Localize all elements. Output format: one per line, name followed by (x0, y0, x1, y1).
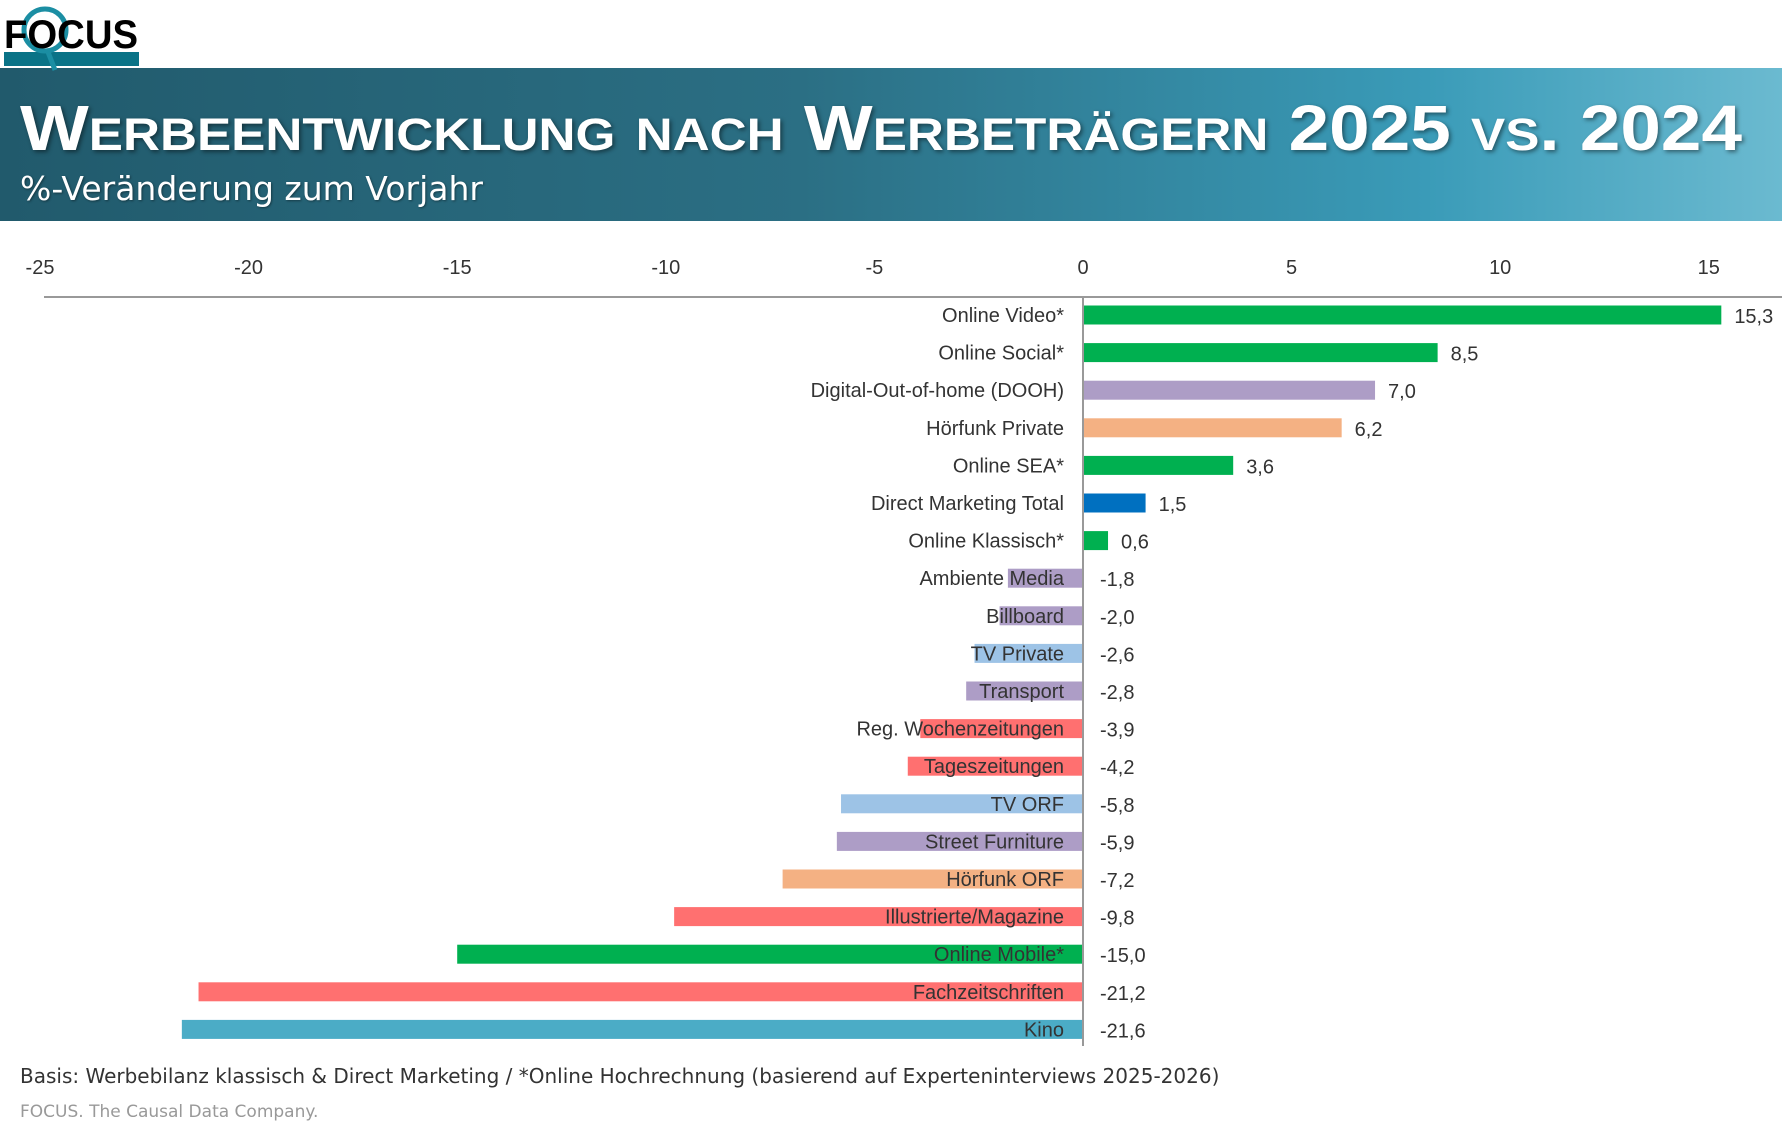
x-tick-label: 15 (1698, 257, 1720, 279)
bar (1083, 531, 1109, 551)
category-label: Tageszeitungen (924, 756, 1064, 778)
category-label: Transport (979, 681, 1064, 703)
x-tick-label: -10 (651, 257, 680, 279)
header-banner: Werbeentwicklung nach Werbeträgern 2025 … (0, 68, 1782, 221)
x-tick-label: -20 (234, 257, 263, 279)
bar (457, 944, 1083, 964)
data-label: -2,8 (1100, 682, 1134, 704)
category-label: Kino (1024, 1019, 1064, 1041)
category-label: Illustrierte/Magazine (885, 907, 1064, 929)
bar (1083, 343, 1438, 363)
category-label: TV ORF (991, 794, 1064, 816)
x-tick-label: 0 (1077, 257, 1088, 279)
category-label: Digital-Out-of-home (DOOH) (811, 380, 1064, 402)
x-tick-label: -5 (866, 257, 884, 279)
bar (920, 719, 1083, 739)
category-label: Billboard (986, 606, 1064, 628)
category-label: Online SEA* (953, 455, 1064, 477)
bar (198, 982, 1083, 1002)
data-label: 0,6 (1121, 532, 1149, 554)
data-label: -2,0 (1100, 607, 1134, 629)
bar (999, 606, 1083, 626)
category-label: Street Furniture (925, 831, 1064, 853)
bar (966, 681, 1083, 701)
category-label: Online Klassisch* (908, 531, 1064, 553)
data-label: 3,6 (1246, 456, 1274, 478)
magnifier-handle-icon (45, 51, 58, 71)
category-label: TV Private (971, 643, 1064, 665)
magnifier-icon (21, 6, 69, 54)
data-label: 6,2 (1355, 419, 1383, 441)
data-label: -15,0 (1100, 945, 1146, 967)
category-label: Online Video* (942, 305, 1064, 327)
bar (841, 794, 1083, 814)
data-label: -21,2 (1100, 983, 1146, 1005)
data-label: 7,0 (1388, 381, 1416, 403)
bar (907, 756, 1083, 776)
bar (836, 831, 1083, 851)
logo-text: FOCUS (4, 13, 138, 57)
category-label: Direct Marketing Total (871, 493, 1064, 515)
data-label: -3,9 (1100, 720, 1134, 742)
category-label: Hörfunk ORF (946, 869, 1064, 891)
data-label: -5,8 (1100, 795, 1134, 817)
data-label: -4,2 (1100, 757, 1134, 779)
data-label: 8,5 (1451, 344, 1479, 366)
bar (974, 643, 1083, 663)
source-credit: FOCUS. The Causal Data Company. (20, 1102, 319, 1122)
bar (1083, 455, 1234, 475)
data-label: -2,6 (1100, 644, 1134, 666)
bar (782, 869, 1083, 889)
x-tick-label: 10 (1489, 257, 1511, 279)
bar (1007, 568, 1083, 588)
category-label: Fachzeitschriften (913, 982, 1064, 1004)
bar (1083, 493, 1146, 513)
category-label: Online Mobile* (934, 944, 1064, 966)
bar (1083, 380, 1376, 400)
page-title: Werbeentwicklung nach Werbeträgern 2025 … (20, 92, 1742, 164)
bar (674, 907, 1083, 927)
bar (181, 1019, 1083, 1039)
bar (1083, 418, 1342, 438)
data-label: -5,9 (1100, 832, 1134, 854)
bar-chart: -25 -20 -15 -10 -5 0 5 10 15 Online Video* 15,3 Onl… (26, 257, 1782, 1046)
data-label: 15,3 (1734, 306, 1773, 328)
category-label: Ambiente Media (919, 568, 1064, 590)
data-label: -9,8 (1100, 908, 1134, 930)
data-label: -21,6 (1100, 1020, 1146, 1042)
bar (1083, 305, 1722, 325)
x-tick-label: 5 (1286, 257, 1297, 279)
title-svg: Werbeentwicklung nach Werbeträgern 2025 … (20, 92, 1742, 164)
category-label: Hörfunk Private (926, 418, 1064, 440)
data-label: -7,2 (1100, 870, 1134, 892)
focus-logo: FOCUS (4, 6, 139, 71)
x-tick-label: -15 (443, 257, 472, 279)
data-label: 1,5 (1159, 494, 1187, 516)
x-tick-label: -25 (26, 257, 55, 279)
logo-bar (4, 52, 139, 66)
category-label: Reg. Wochenzeitungen (856, 719, 1064, 741)
footnote: Basis: Werbebilanz klassisch & Direct Ma… (20, 1064, 1220, 1088)
page-subtitle: %-Veränderung zum Vorjahr (20, 169, 483, 208)
data-label: -1,8 (1100, 569, 1134, 591)
category-label: Online Social* (938, 343, 1064, 365)
